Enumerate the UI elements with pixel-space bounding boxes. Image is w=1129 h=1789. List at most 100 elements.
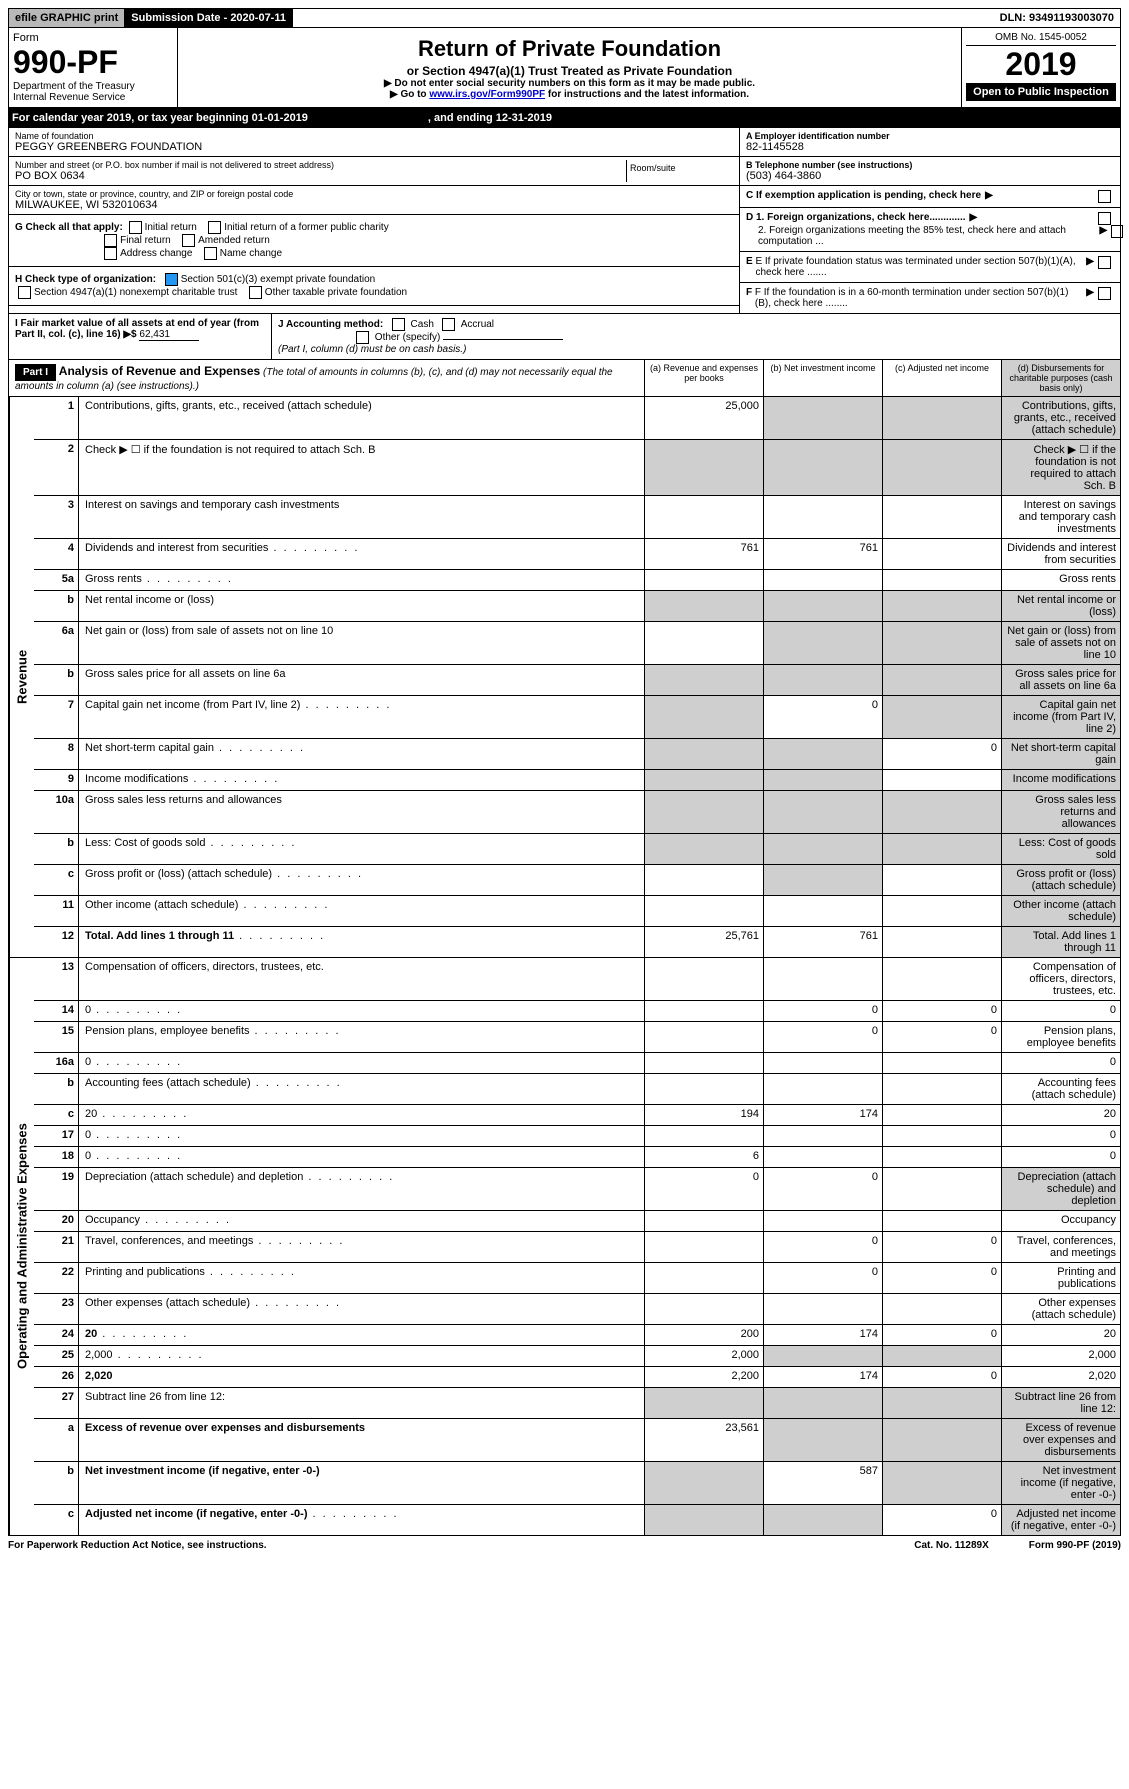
line-number: 3	[34, 496, 79, 538]
cell-d: Gross sales less returns and allowances	[1001, 791, 1120, 833]
cell-b: 761	[763, 927, 882, 957]
line-description: Adjusted net income (if negative, enter …	[79, 1505, 644, 1535]
line-number: b	[34, 834, 79, 864]
cell-c	[882, 896, 1001, 926]
cell-d: Dividends and interest from securities	[1001, 539, 1120, 569]
line-number: a	[34, 1419, 79, 1461]
cell-b	[763, 1211, 882, 1231]
form-subtitle: or Section 4947(a)(1) Trust Treated as P…	[184, 64, 955, 78]
line-description: Gross sales price for all assets on line…	[79, 665, 644, 695]
cell-d: Gross rents	[1001, 570, 1120, 590]
cell-a	[644, 1388, 763, 1418]
h-section: H Check type of organization: Section 50…	[9, 267, 739, 306]
line-number: 24	[34, 1325, 79, 1345]
i-label: I Fair market value of all assets at end…	[15, 318, 259, 340]
cb-cash[interactable]	[392, 318, 405, 331]
irs-link[interactable]: www.irs.gov/Form990PF	[429, 89, 545, 100]
revenue-side-label: Revenue	[9, 397, 34, 957]
cell-b	[763, 739, 882, 769]
table-row: bLess: Cost of goods soldLess: Cost of g…	[34, 834, 1120, 865]
cell-a: 200	[644, 1325, 763, 1345]
fmv-value: 62,431	[139, 329, 199, 341]
cb-c[interactable]	[1098, 190, 1111, 203]
cb-final[interactable]	[104, 234, 117, 247]
cell-c	[882, 1294, 1001, 1324]
cb-other-method[interactable]	[356, 331, 369, 344]
cell-c	[882, 1211, 1001, 1231]
table-row: 13Compensation of officers, directors, t…	[34, 958, 1120, 1001]
table-row: bNet rental income or (loss)Net rental i…	[34, 591, 1120, 622]
cb-other-tax[interactable]	[249, 286, 262, 299]
line-description: Depreciation (attach schedule) and deple…	[79, 1168, 644, 1210]
line-description: Net investment income (if negative, ente…	[79, 1462, 644, 1504]
cell-d: 2,020	[1001, 1367, 1120, 1387]
line-number: b	[34, 1462, 79, 1504]
cb-initial[interactable]	[129, 221, 142, 234]
line-number: 19	[34, 1168, 79, 1210]
cb-amended[interactable]	[182, 234, 195, 247]
cb-e[interactable]	[1098, 256, 1111, 269]
cell-c	[882, 1346, 1001, 1366]
cal-end: , and ending 12-31-2019	[428, 112, 552, 124]
cb-f[interactable]	[1098, 287, 1111, 300]
line-description: 2,020	[79, 1367, 644, 1387]
cell-c: 0	[882, 1001, 1001, 1021]
cell-a	[644, 1126, 763, 1146]
cell-a: 2,000	[644, 1346, 763, 1366]
cell-a	[644, 865, 763, 895]
line-number: 9	[34, 770, 79, 790]
cell-b	[763, 397, 882, 439]
cell-d: Net investment income (if negative, ente…	[1001, 1462, 1120, 1504]
line-number: 23	[34, 1294, 79, 1324]
city-label: City or town, state or province, country…	[15, 189, 733, 199]
j-label: J Accounting method:	[278, 319, 383, 330]
cell-a: 23,561	[644, 1419, 763, 1461]
cell-b	[763, 1053, 882, 1073]
cell-a: 194	[644, 1105, 763, 1125]
cell-d: Contributions, gifts, grants, etc., rece…	[1001, 397, 1120, 439]
table-row: 2Check ▶ ☐ if the foundation is not requ…	[34, 440, 1120, 496]
cb-accrual[interactable]	[442, 318, 455, 331]
table-row: 10aGross sales less returns and allowanc…	[34, 791, 1120, 834]
line-description: Other expenses (attach schedule)	[79, 1294, 644, 1324]
line-number: b	[34, 665, 79, 695]
line-description: 20	[79, 1105, 644, 1125]
line-description: Gross rents	[79, 570, 644, 590]
cell-a: 25,761	[644, 927, 763, 957]
cell-d: Other income (attach schedule)	[1001, 896, 1120, 926]
table-row: 15Pension plans, employee benefits00Pens…	[34, 1022, 1120, 1053]
info-section: Name of foundation PEGGY GREENBERG FOUND…	[8, 128, 1121, 314]
cell-c: 0	[882, 1022, 1001, 1052]
paperwork-notice: For Paperwork Reduction Act Notice, see …	[8, 1540, 267, 1551]
cell-c	[882, 1419, 1001, 1461]
cal-begin: For calendar year 2019, or tax year begi…	[12, 112, 308, 124]
cb-address[interactable]	[104, 247, 117, 260]
cell-c	[882, 1147, 1001, 1167]
cb-4947[interactable]	[18, 286, 31, 299]
cell-b	[763, 865, 882, 895]
top-bar: efile GRAPHIC print Submission Date - 20…	[8, 8, 1121, 28]
part1-title: Analysis of Revenue and Expenses	[59, 364, 260, 378]
cell-d: 20	[1001, 1325, 1120, 1345]
line-description: Other income (attach schedule)	[79, 896, 644, 926]
cell-b	[763, 958, 882, 1000]
line-description: Travel, conferences, and meetings	[79, 1232, 644, 1262]
cell-a: 761	[644, 539, 763, 569]
line-number: 7	[34, 696, 79, 738]
line-number: 14	[34, 1001, 79, 1021]
cell-a	[644, 1001, 763, 1021]
cell-a	[644, 958, 763, 1000]
cell-c	[882, 865, 1001, 895]
cell-a: 2,200	[644, 1367, 763, 1387]
cb-initial-former[interactable]	[208, 221, 221, 234]
e-label: E If private foundation status was termi…	[755, 256, 1082, 278]
cb-501c3[interactable]	[165, 273, 178, 286]
dept-2: Internal Revenue Service	[13, 92, 173, 103]
cb-d2[interactable]	[1111, 225, 1123, 238]
cell-d: Accounting fees (attach schedule)	[1001, 1074, 1120, 1104]
line-number: 22	[34, 1263, 79, 1293]
line-number: 16a	[34, 1053, 79, 1073]
cell-c: 0	[882, 1232, 1001, 1262]
cb-d1[interactable]	[1098, 212, 1111, 225]
cb-name[interactable]	[204, 247, 217, 260]
